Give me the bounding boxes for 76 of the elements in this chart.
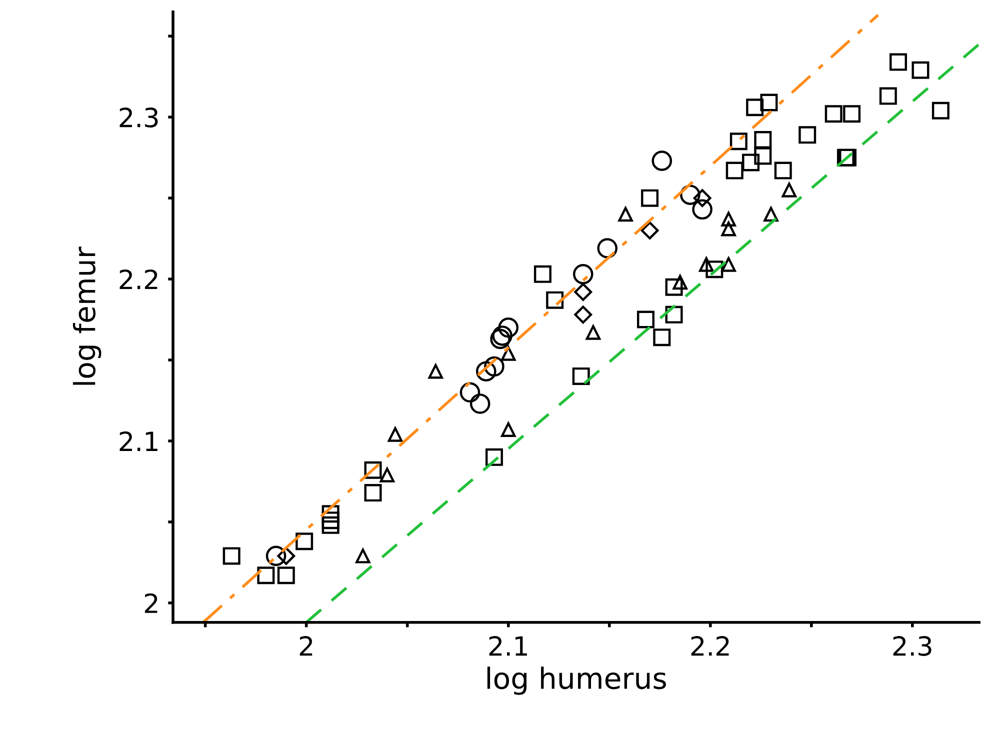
point bbox=[754, 131, 772, 149]
point bbox=[484, 356, 504, 377]
point bbox=[636, 310, 654, 328]
point bbox=[572, 264, 594, 284]
point bbox=[277, 566, 295, 584]
point bbox=[721, 221, 736, 236]
point bbox=[641, 189, 659, 207]
point bbox=[721, 257, 736, 272]
point bbox=[476, 361, 496, 382]
point bbox=[782, 182, 797, 198]
point bbox=[597, 238, 618, 258]
point bbox=[470, 394, 490, 414]
point bbox=[428, 364, 443, 379]
point bbox=[798, 126, 816, 144]
point bbox=[879, 87, 897, 105]
point bbox=[460, 382, 480, 403]
point bbox=[490, 328, 510, 350]
point bbox=[572, 367, 590, 385]
point bbox=[890, 53, 908, 71]
point bbox=[760, 94, 778, 112]
point bbox=[586, 325, 601, 340]
x-tick-label: 2.3 bbox=[893, 636, 932, 656]
point bbox=[296, 532, 314, 550]
x-tick-label: 2.2 bbox=[691, 636, 729, 656]
point bbox=[692, 199, 712, 220]
point bbox=[380, 468, 395, 482]
point bbox=[501, 346, 516, 361]
point bbox=[754, 147, 772, 165]
point bbox=[652, 150, 672, 171]
point bbox=[721, 212, 736, 226]
point bbox=[364, 461, 382, 479]
point bbox=[277, 546, 296, 565]
point bbox=[742, 154, 760, 172]
point bbox=[912, 61, 930, 79]
x-axis-title: log humerus bbox=[487, 666, 666, 695]
point bbox=[356, 548, 370, 564]
point bbox=[764, 206, 778, 222]
point bbox=[222, 547, 240, 565]
point bbox=[266, 546, 286, 566]
point bbox=[726, 162, 744, 180]
point bbox=[746, 98, 764, 116]
y-tick-label: 2.3 bbox=[120, 108, 158, 128]
point bbox=[640, 221, 659, 240]
point bbox=[574, 283, 592, 301]
y-axis-title: log femur bbox=[72, 246, 102, 385]
point bbox=[364, 484, 382, 502]
point bbox=[322, 505, 340, 523]
point bbox=[680, 184, 700, 205]
point bbox=[730, 132, 748, 150]
point bbox=[534, 265, 552, 283]
point bbox=[388, 427, 403, 442]
point bbox=[824, 105, 842, 123]
y-tick-label: 2 bbox=[144, 593, 158, 613]
point bbox=[574, 306, 592, 324]
point bbox=[618, 206, 633, 222]
point bbox=[698, 257, 714, 272]
point bbox=[546, 291, 564, 309]
y-tick-label: 2.1 bbox=[120, 431, 158, 451]
x-tick-label: 2.1 bbox=[489, 636, 527, 656]
point bbox=[665, 306, 683, 324]
x-tick-label: 2 bbox=[300, 636, 312, 656]
point bbox=[774, 162, 792, 180]
point bbox=[706, 260, 724, 278]
point bbox=[257, 566, 275, 584]
point bbox=[665, 278, 683, 296]
point bbox=[501, 422, 516, 437]
point bbox=[653, 328, 671, 346]
point bbox=[672, 274, 688, 290]
point bbox=[322, 516, 340, 534]
point bbox=[693, 189, 712, 208]
point bbox=[492, 326, 512, 346]
point bbox=[843, 105, 861, 123]
y-tick-label: 2.2 bbox=[120, 269, 158, 290]
point bbox=[485, 448, 503, 466]
point bbox=[932, 102, 950, 120]
point bbox=[498, 317, 518, 338]
